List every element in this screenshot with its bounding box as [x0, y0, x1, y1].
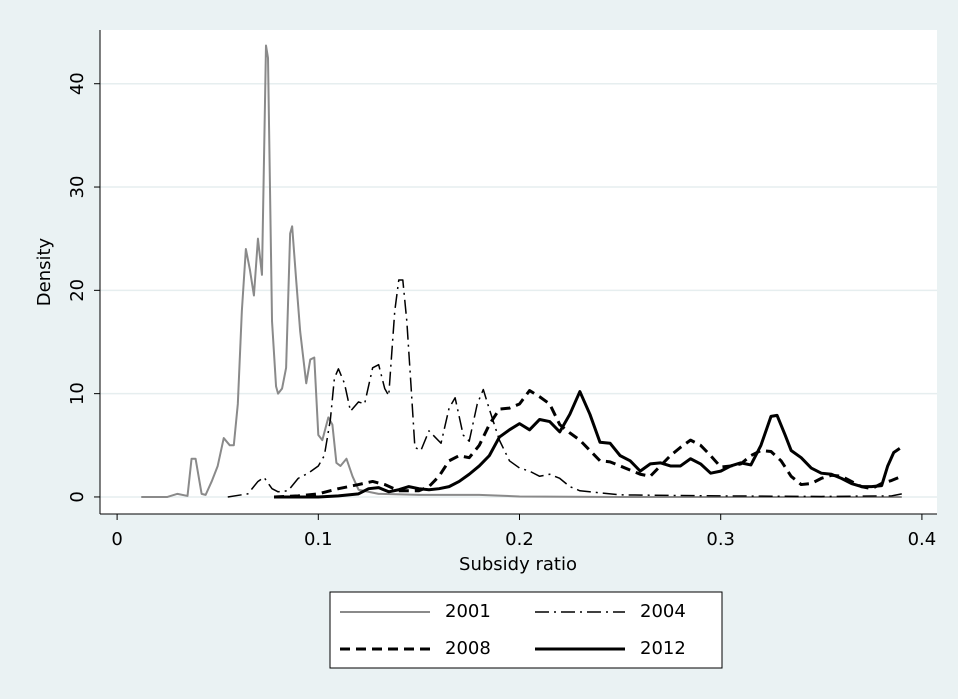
legend-label: 2001	[445, 601, 491, 622]
y-tick-label: 30	[67, 176, 88, 199]
legend-label: 2004	[640, 601, 686, 622]
x-tick-label: 0.1	[304, 529, 333, 550]
x-tick-label: 0	[111, 529, 122, 550]
series-line	[141, 44, 902, 498]
plot-area	[100, 30, 937, 514]
y-tick-label: 20	[67, 279, 88, 302]
x-tick-label: 0.3	[706, 529, 735, 550]
x-tick-label: 0.4	[908, 529, 937, 550]
series-line	[227, 279, 902, 498]
y-axis-title: Density	[34, 237, 55, 306]
y-tick-label: 10	[67, 382, 88, 405]
lines	[141, 44, 903, 499]
y-tick-label: 40	[67, 72, 88, 95]
y-tick-label: 0	[67, 491, 88, 502]
legend-entries: 2001 2004 2008 2012	[340, 601, 686, 659]
x-tick-label: 0.2	[505, 529, 534, 550]
legend-label: 2012	[640, 638, 686, 659]
axes: 0 10 20 30 40 0 0.1 0.2 0.3 0.4	[67, 72, 936, 550]
legend-label: 2008	[445, 638, 491, 659]
series-line	[274, 390, 901, 499]
series-line	[273, 389, 903, 499]
legend	[329, 591, 723, 669]
x-axis-title: Subsidy ratio	[459, 554, 577, 575]
